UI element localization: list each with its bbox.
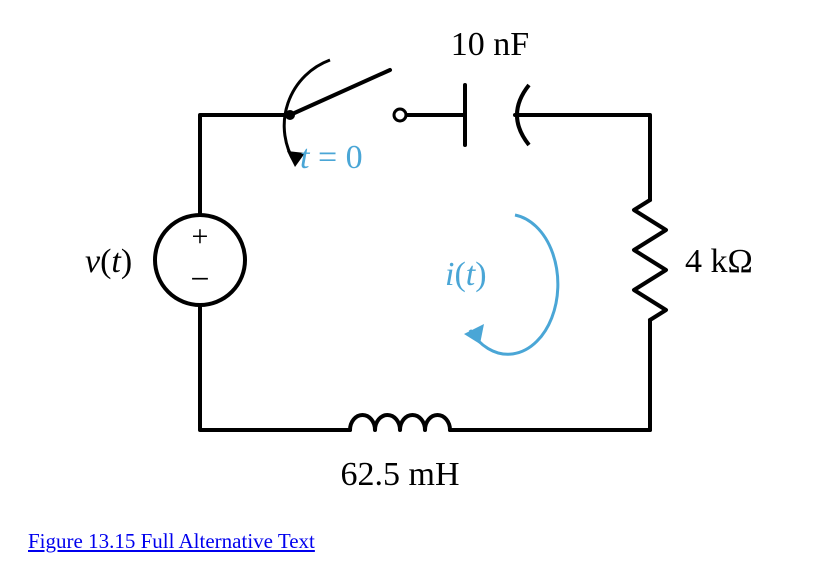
alt-text-link[interactable]: Figure 13.15 Full Alternative Text <box>28 529 315 554</box>
voltage-source: +− <box>155 215 245 305</box>
svg-text:−: − <box>190 261 209 298</box>
svg-text:+: + <box>192 220 209 253</box>
resistor-label: 4 kΩ <box>685 243 753 280</box>
inductor <box>350 415 450 430</box>
loop-current-label: i(t) <box>445 256 487 293</box>
circuit-wires <box>200 115 650 430</box>
source-label: v(t) <box>85 243 132 280</box>
resistor <box>634 200 666 320</box>
switch-time-label: t = 0 <box>300 139 363 176</box>
inductor-label: 62.5 mH <box>341 456 460 493</box>
capacitor-label: 10 nF <box>451 26 529 63</box>
